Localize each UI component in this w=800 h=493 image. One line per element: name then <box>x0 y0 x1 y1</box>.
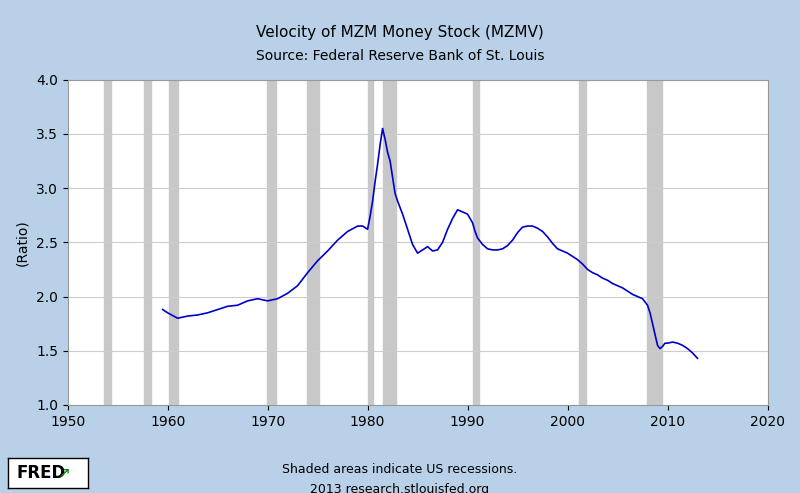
Text: 2013 research.stlouisfed.org: 2013 research.stlouisfed.org <box>310 483 490 493</box>
Text: Velocity of MZM Money Stock (MZMV): Velocity of MZM Money Stock (MZMV) <box>256 25 544 39</box>
Bar <box>104 80 111 405</box>
Bar <box>579 80 586 405</box>
Bar <box>170 80 178 405</box>
Bar <box>646 80 662 405</box>
Bar <box>144 80 151 405</box>
Bar <box>474 80 479 405</box>
Text: ↗: ↗ <box>58 466 70 481</box>
Text: Shaded areas indicate US recessions.: Shaded areas indicate US recessions. <box>282 463 518 476</box>
Bar <box>267 80 276 405</box>
Bar <box>307 80 319 405</box>
Y-axis label: (Ratio): (Ratio) <box>15 219 29 266</box>
Text: FRED: FRED <box>16 464 66 482</box>
Bar <box>382 80 396 405</box>
Text: Source: Federal Reserve Bank of St. Louis: Source: Federal Reserve Bank of St. Loui… <box>256 49 544 63</box>
Bar <box>367 80 373 405</box>
